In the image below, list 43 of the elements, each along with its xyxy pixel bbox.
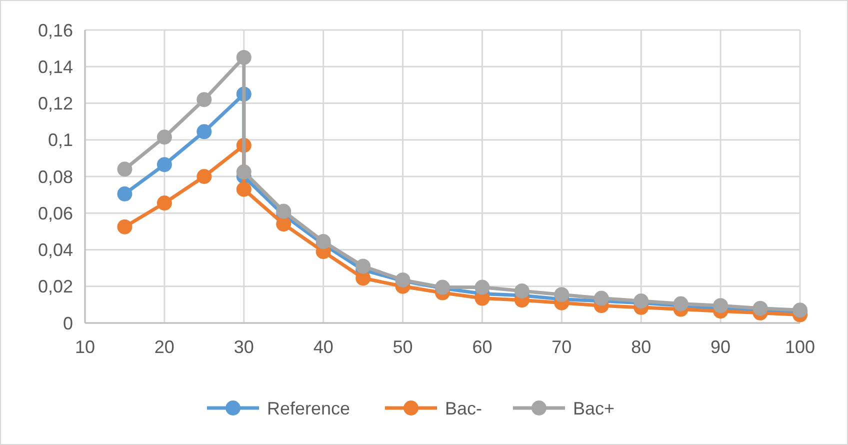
point — [474, 280, 490, 295]
point — [276, 216, 292, 232]
y-tick-label: 0,14 — [38, 56, 73, 77]
point — [356, 258, 371, 274]
y-tick-label: 0,06 — [38, 203, 73, 224]
y-tick-label: 0 — [62, 313, 73, 334]
y-tick-label: 0,1 — [48, 130, 73, 150]
x-tick-label: 100 — [784, 337, 816, 357]
point — [156, 157, 172, 172]
point — [276, 204, 292, 219]
x-tick-label: 20 — [154, 337, 174, 357]
point — [156, 130, 172, 145]
y-tick-label: 0,12 — [38, 94, 73, 114]
point — [236, 164, 252, 180]
point — [156, 196, 172, 211]
y-tick-label: 0,08 — [38, 166, 73, 187]
point — [196, 92, 212, 108]
x-tick-label: 60 — [472, 337, 492, 357]
y-tick-label: 0,16 — [38, 20, 73, 40]
y-tick-label: 0,04 — [38, 240, 73, 260]
point — [594, 290, 609, 306]
x-tick-label: 70 — [552, 337, 572, 357]
point — [117, 186, 132, 202]
x-tick-label: 30 — [234, 337, 254, 357]
legend-label: Bac+ — [573, 398, 615, 418]
y-tick-label: 0,02 — [38, 276, 73, 297]
point — [514, 283, 530, 298]
legend-label: Reference — [267, 398, 350, 418]
point — [236, 50, 252, 65]
x-tick-label: 40 — [313, 337, 334, 357]
point — [196, 124, 212, 140]
x-tick-label: 90 — [710, 337, 731, 357]
x-tick-label: 10 — [74, 337, 96, 357]
point — [117, 219, 132, 234]
point — [196, 169, 212, 184]
x-tick-label: 80 — [631, 337, 652, 357]
point — [236, 182, 252, 197]
x-tick-label: 50 — [392, 337, 413, 357]
point — [117, 162, 132, 177]
point — [554, 287, 570, 302]
point — [316, 234, 331, 250]
legend-label: Bac- — [445, 398, 482, 418]
point — [713, 298, 728, 314]
